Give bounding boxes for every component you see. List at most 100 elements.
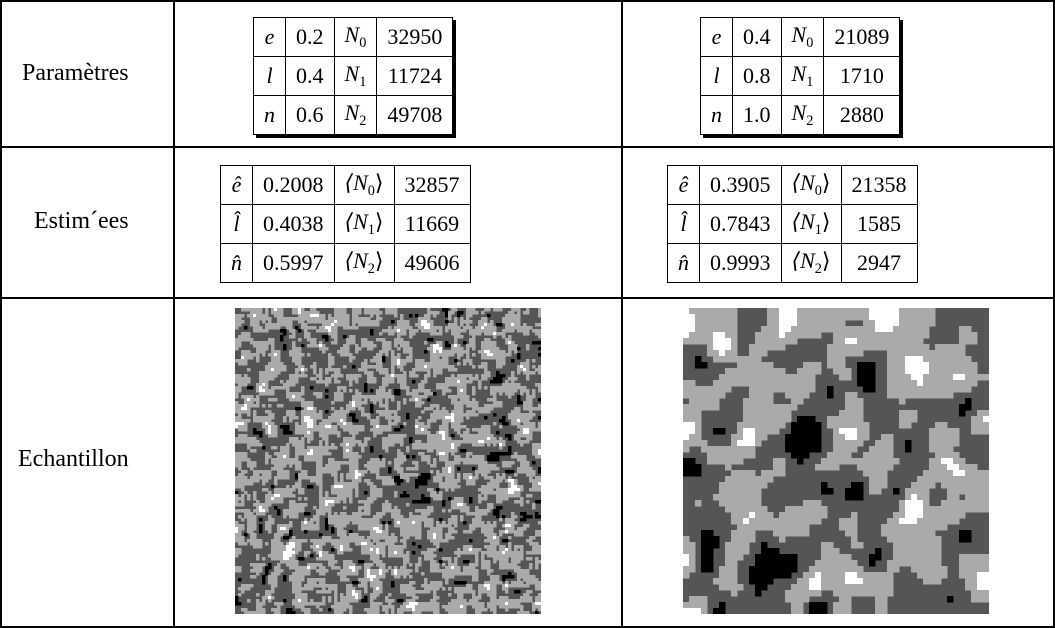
texture-cell: [271, 434, 275, 438]
texture-cell: [517, 455, 521, 459]
texture-cell: [376, 425, 380, 429]
texture-cell: [415, 533, 419, 537]
texture-cell: [238, 344, 242, 348]
texture-cell: [382, 482, 386, 486]
texture-cell: [394, 413, 398, 417]
texture-cell: [481, 485, 485, 489]
texture-cell: [469, 359, 473, 363]
texture-cell: [490, 479, 494, 483]
texture-cell: [499, 401, 503, 405]
texture-cell: [415, 362, 419, 366]
texture-cell: [346, 374, 350, 378]
texture-cell: [508, 575, 512, 579]
texture-cell: [247, 368, 251, 372]
texture-cell: [460, 587, 464, 591]
texture-cell: [310, 524, 314, 528]
texture-cell: [460, 389, 464, 393]
texture-cell: [271, 458, 275, 462]
texture-cell: [331, 500, 335, 504]
texture-cell: [355, 479, 359, 483]
texture-cell: [415, 368, 419, 372]
texture-cell: [268, 590, 272, 594]
texture-cell: [475, 470, 479, 474]
texture-cell: [436, 326, 440, 330]
texture-cell: [277, 509, 281, 513]
texture-cell: [316, 413, 320, 417]
texture-cell: [526, 539, 530, 543]
texture-cell: [511, 554, 515, 558]
texture-cell: [352, 326, 356, 330]
texture-cell: [370, 482, 374, 486]
texture-cell: [532, 575, 536, 579]
texture-cell: [439, 350, 443, 354]
texture-cell: [313, 446, 317, 450]
texture-cell: [496, 491, 500, 495]
texture-cell: [241, 524, 245, 528]
texture-cell: [253, 317, 257, 321]
texture-cell: [235, 536, 239, 540]
texture-cell: [277, 464, 281, 468]
texture-cell: [346, 563, 350, 567]
texture-cell: [496, 554, 500, 558]
texture-cell: [268, 476, 272, 480]
texture-cell: [262, 509, 266, 513]
row-label-parameters: Paramètres: [22, 60, 129, 86]
texture-cell: [244, 410, 248, 414]
texture-cell: [346, 590, 350, 594]
texture-cell: [538, 428, 541, 432]
texture-cell: [535, 368, 539, 372]
texture-cell: [256, 383, 260, 387]
texture-cell: [301, 404, 305, 408]
texture-cell: [466, 374, 470, 378]
texture-cell: [307, 338, 311, 342]
texture-cell: [445, 464, 449, 468]
texture-cell: [259, 509, 263, 513]
texture-cell: [400, 566, 404, 570]
texture-cell: [463, 590, 467, 594]
texture-cell: [403, 398, 407, 402]
texture-cell: [493, 485, 497, 489]
texture-cell: [400, 545, 404, 549]
texture-cell: [241, 380, 245, 384]
texture-cell: [289, 560, 293, 564]
texture-cell: [253, 515, 257, 519]
texture-cell: [397, 440, 401, 444]
texture-cell: [484, 581, 488, 585]
texture-cell: [370, 314, 374, 318]
texture-cell: [370, 365, 374, 369]
texture-cell: [358, 476, 362, 480]
texture-cell: [274, 464, 278, 468]
texture-cell: [463, 530, 467, 534]
texture-cell: [358, 428, 362, 432]
texture-cell: [283, 551, 287, 555]
texture-cell: [334, 377, 338, 381]
texture-cell: [343, 461, 347, 465]
texture-cell: [493, 356, 497, 360]
texture-cell: [538, 584, 541, 588]
texture-cell: [469, 314, 473, 318]
texture-cell: [421, 380, 425, 384]
texture-cell: [481, 377, 485, 381]
texture-cell: [256, 506, 260, 510]
texture-cell: [499, 377, 503, 381]
texture-cell: [391, 371, 395, 375]
texture-cell: [526, 359, 530, 363]
table-row: n 1.0 N2 2880: [700, 95, 901, 135]
texture-cell: [331, 431, 335, 435]
texture-cell: [325, 368, 329, 372]
texture-cell: [256, 476, 260, 480]
texture-cell: [313, 452, 317, 456]
texture-cell: [301, 446, 305, 450]
texture-cell: [499, 530, 503, 534]
texture-cell: [535, 443, 539, 447]
texture-cell: [469, 380, 473, 384]
texture-cell: [361, 521, 365, 525]
texture-cell: [517, 347, 521, 351]
texture-cell: [439, 536, 443, 540]
texture-cell: [331, 425, 335, 429]
texture-cell: [406, 341, 410, 345]
texture-cell: [424, 455, 428, 459]
texture-cell: [466, 455, 470, 459]
texture-cell: [379, 563, 383, 567]
texture-cell: [508, 551, 512, 555]
